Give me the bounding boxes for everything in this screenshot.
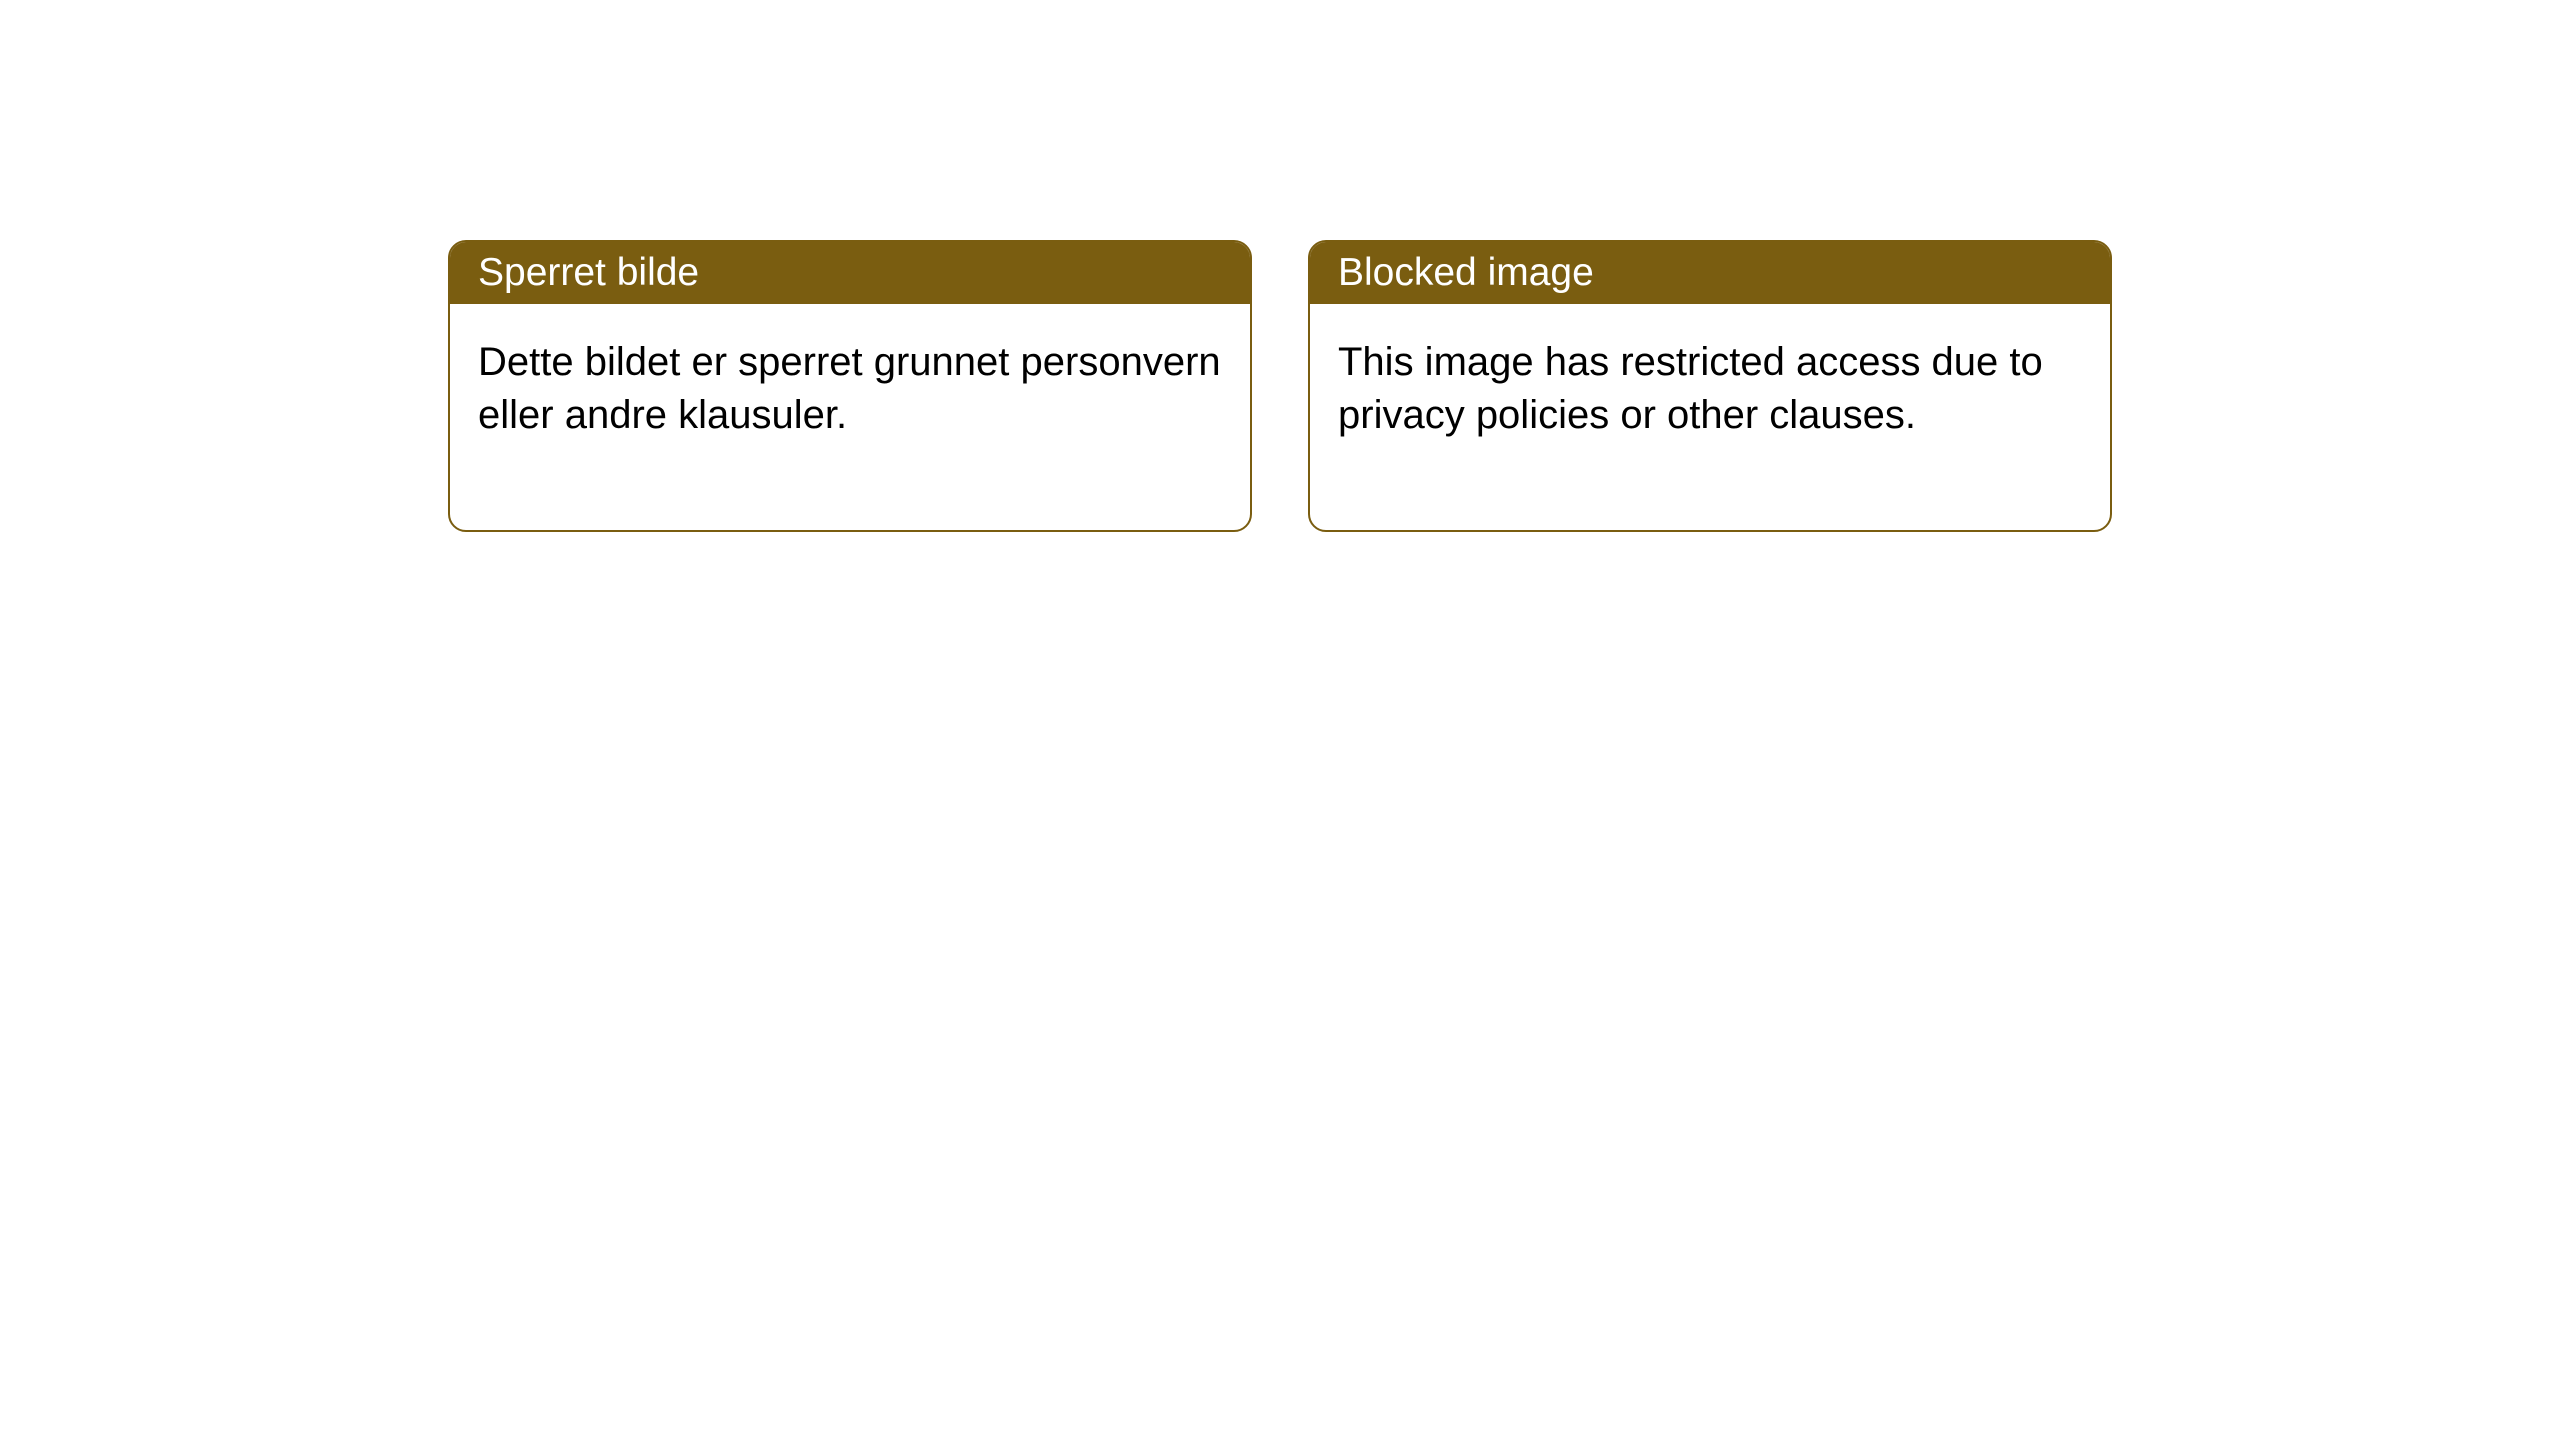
notice-card-header: Sperret bilde xyxy=(450,242,1250,304)
notice-card-title: Blocked image xyxy=(1338,251,1594,294)
notice-card-english: Blocked image This image has restricted … xyxy=(1308,240,2112,532)
notice-container: Sperret bilde Dette bildet er sperret gr… xyxy=(0,0,2560,532)
notice-card-title: Sperret bilde xyxy=(478,251,699,294)
notice-card-body: This image has restricted access due to … xyxy=(1310,304,2110,530)
notice-card-header: Blocked image xyxy=(1310,242,2110,304)
notice-card-message: This image has restricted access due to … xyxy=(1338,340,2043,437)
notice-card-norwegian: Sperret bilde Dette bildet er sperret gr… xyxy=(448,240,1252,532)
notice-card-body: Dette bildet er sperret grunnet personve… xyxy=(450,304,1250,530)
notice-card-message: Dette bildet er sperret grunnet personve… xyxy=(478,340,1221,437)
